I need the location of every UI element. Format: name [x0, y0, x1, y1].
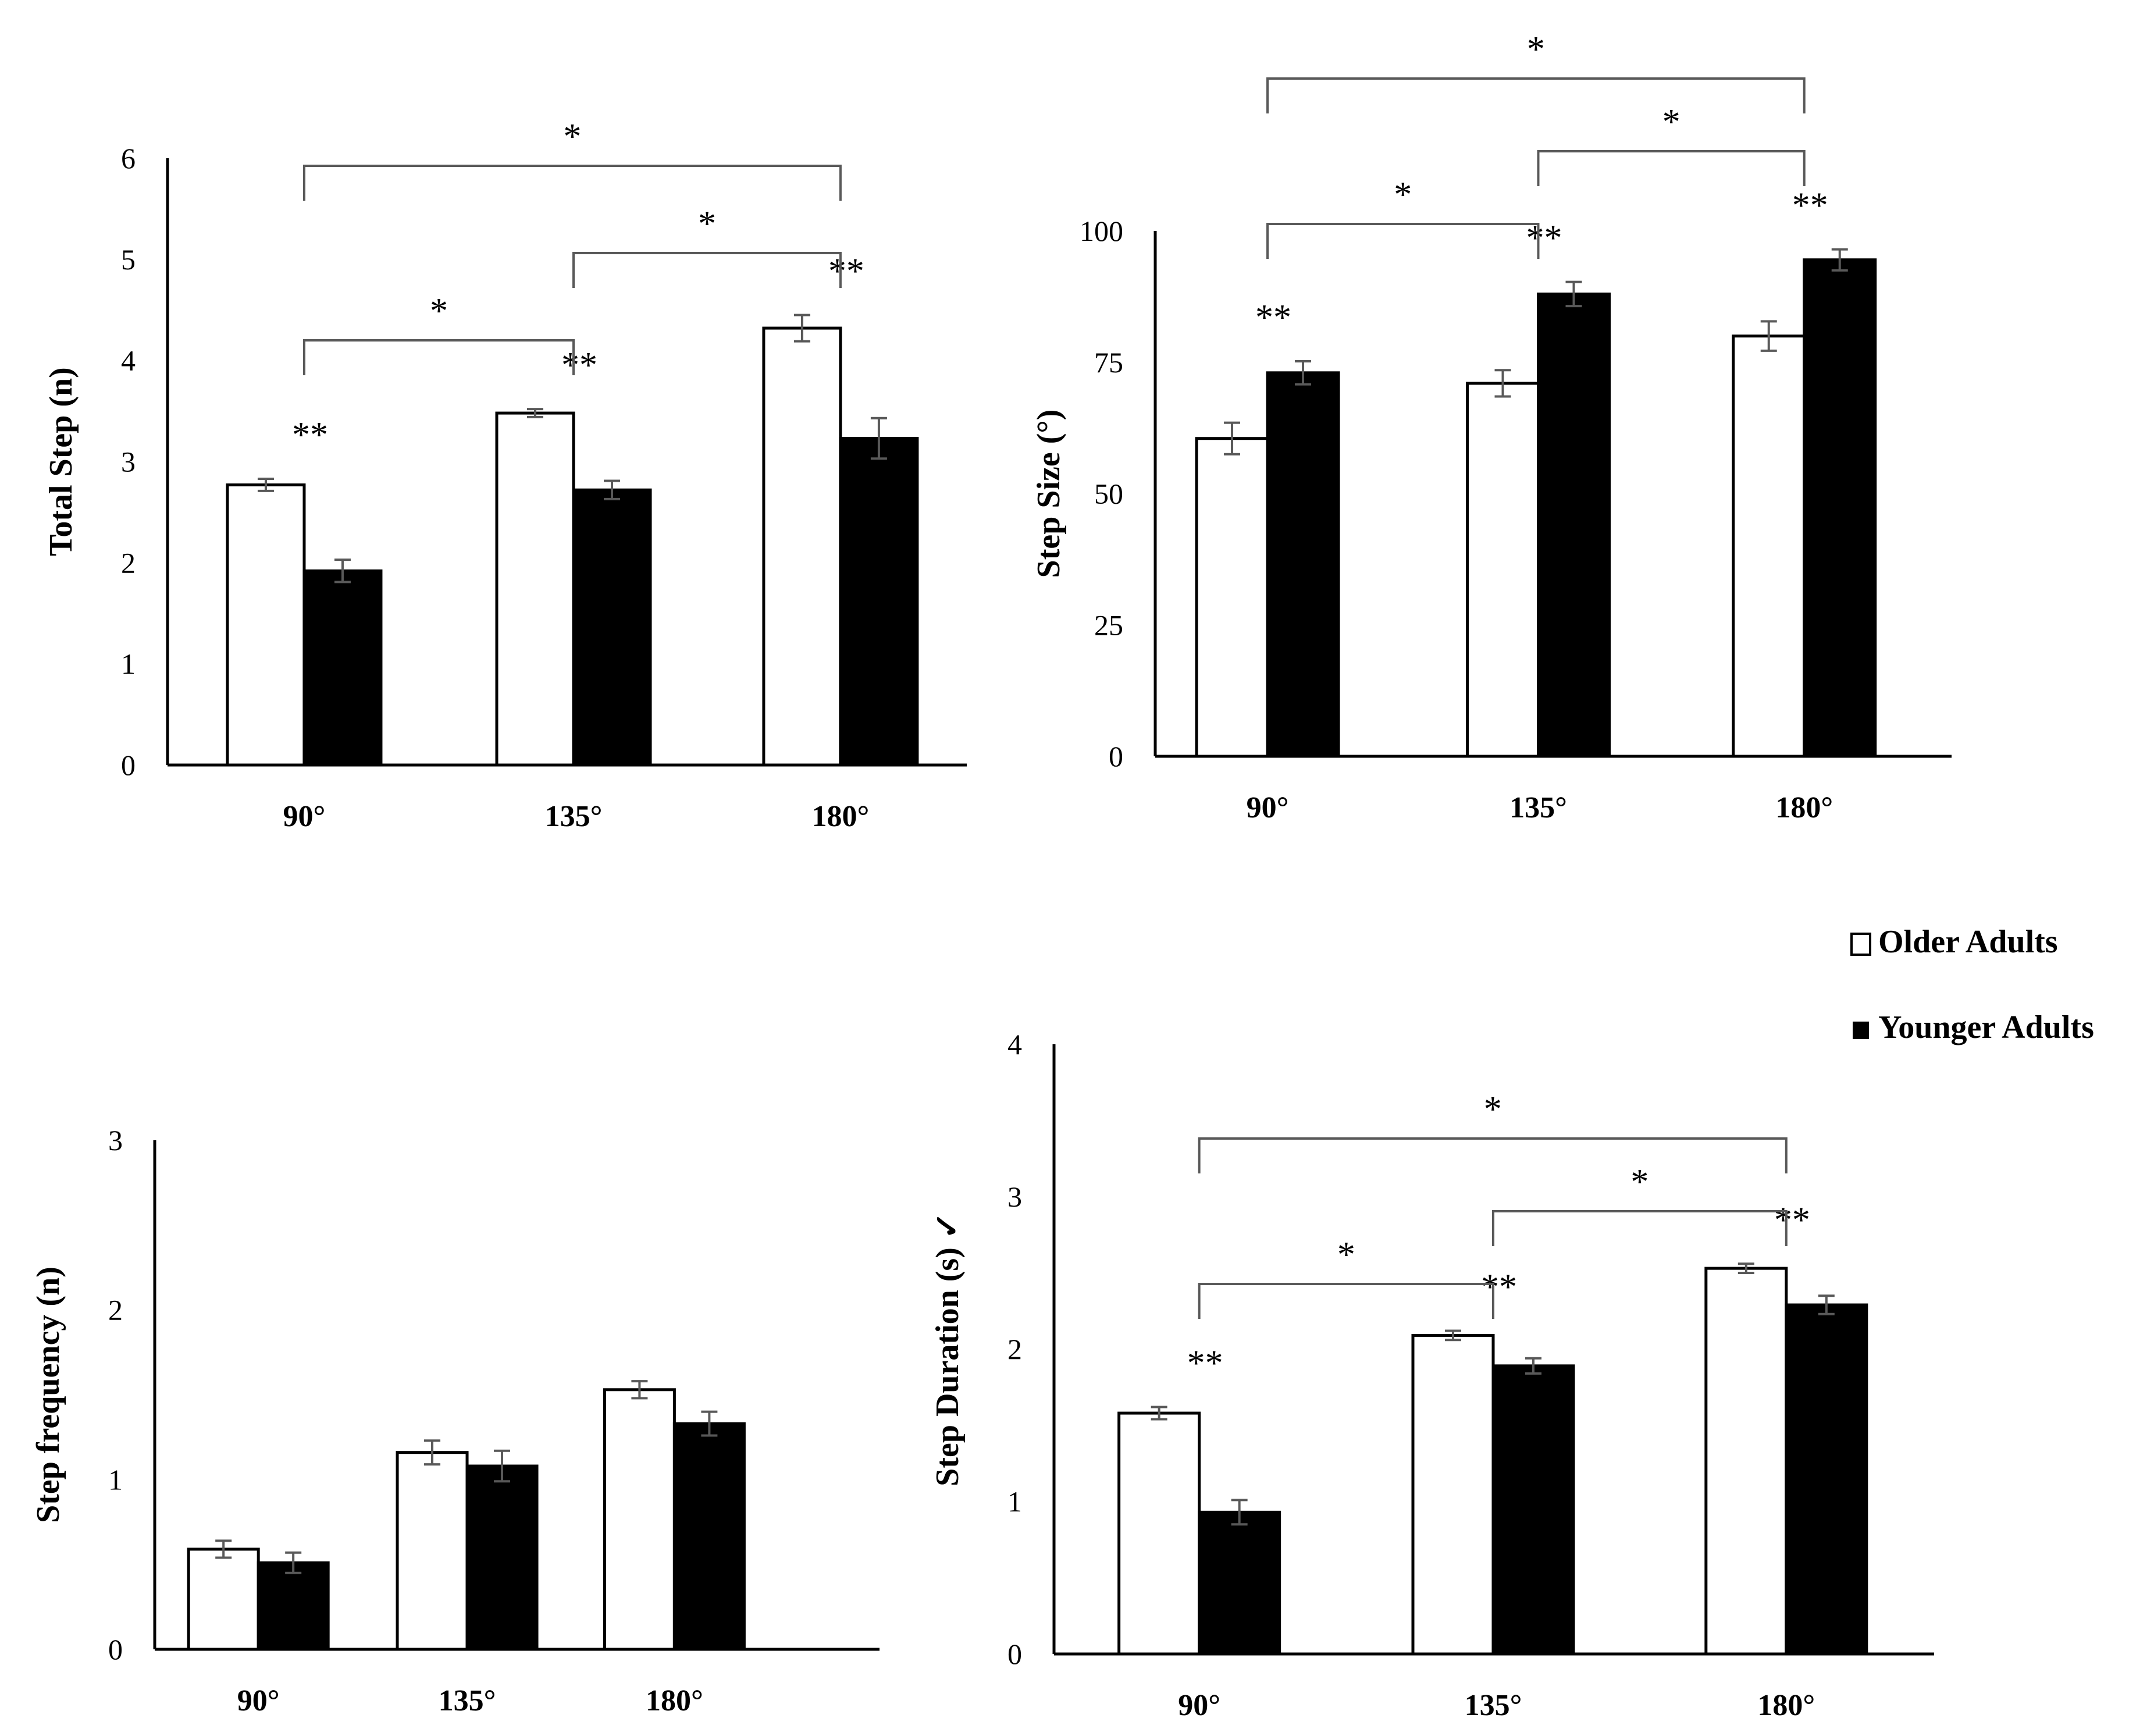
pair-sig-step-duration-1: **	[1481, 1268, 1517, 1307]
bracket-step-size-1	[1537, 150, 1806, 186]
bracket-step-size-2	[1266, 223, 1540, 259]
legend: Older Adults Younger Adults	[1850, 924, 2094, 1045]
bar-step-frequency-younger-2	[672, 1422, 746, 1651]
bar-step-duration-younger-2	[1785, 1303, 1868, 1656]
bracket-sig-total-step-1: *	[698, 204, 716, 244]
bracket-step-duration-2	[1198, 1283, 1494, 1319]
bracket-total-step-0	[302, 165, 842, 201]
pair-sig-total-step-1: **	[561, 346, 597, 385]
ylabel-step-duration: Step Duration (s) ✓	[930, 1212, 966, 1486]
category-label-step-frequency-1: 135°	[439, 1684, 496, 1717]
bar-step-size-older-1	[1465, 382, 1540, 758]
pair-sig-step-duration-2: **	[1774, 1200, 1810, 1240]
bracket-step-duration-0	[1198, 1137, 1788, 1173]
ylabel-step-frequency: Step frequency (n)	[30, 1267, 66, 1523]
bracket-sig-step-size-1: *	[1662, 102, 1681, 142]
bar-step-duration-older-1	[1411, 1333, 1495, 1656]
ytick-label-step-size-4: 100	[1080, 215, 1123, 247]
bar-total-step-younger-2	[839, 437, 919, 767]
ytick-label-step-size-0: 0	[1109, 740, 1123, 773]
category-label-step-size-1: 135°	[1509, 791, 1567, 824]
bracket-total-step-1	[572, 252, 842, 288]
ytick-label-step-size-1: 25	[1094, 609, 1123, 641]
ytick-label-total-step-0: 0	[121, 749, 136, 781]
ytick-label-step-frequency-0: 0	[108, 1633, 123, 1666]
bracket-sig-step-duration-1: *	[1630, 1162, 1649, 1202]
category-label-step-size-2: 180°	[1775, 791, 1833, 824]
ytick-label-step-duration-2: 2	[1007, 1333, 1022, 1365]
legend-younger-swatch	[1853, 1022, 1869, 1039]
ytick-label-total-step-1: 1	[121, 648, 136, 680]
bar-step-frequency-older-1	[396, 1451, 469, 1651]
bar-total-step-older-1	[495, 411, 575, 767]
bar-step-duration-younger-1	[1491, 1364, 1575, 1656]
ytick-label-step-frequency-3: 3	[108, 1124, 123, 1157]
pair-sig-total-step-2: **	[828, 251, 864, 291]
bar-total-step-older-2	[762, 326, 842, 767]
bar-step-size-older-2	[1732, 335, 1806, 758]
legend-younger-label: Younger Adults	[1878, 1009, 2094, 1045]
category-label-step-size-0: 90°	[1247, 791, 1289, 824]
bracket-sig-step-size-2: *	[1394, 175, 1412, 215]
bar-step-frequency-older-2	[603, 1388, 676, 1651]
pair-sig-step-size-0: **	[1255, 298, 1291, 337]
ytick-label-total-step-5: 5	[121, 243, 136, 276]
legend-older-label: Older Adults	[1878, 924, 2058, 960]
category-label-total-step-2: 180°	[812, 800, 870, 833]
bar-step-size-younger-1	[1536, 292, 1611, 758]
ytick-label-step-frequency-2: 2	[108, 1294, 123, 1326]
category-label-step-duration-0: 90°	[1178, 1689, 1220, 1722]
bar-step-frequency-younger-0	[257, 1561, 330, 1651]
ytick-label-total-step-4: 4	[121, 344, 136, 377]
bracket-total-step-2	[302, 339, 575, 375]
ylabel-total-step: Total Step (n)	[43, 367, 79, 556]
bar-step-frequency-younger-1	[465, 1464, 539, 1651]
category-label-step-frequency-2: 180°	[646, 1684, 703, 1717]
category-label-total-step-1: 135°	[545, 800, 603, 833]
bar-step-duration-older-0	[1117, 1411, 1201, 1656]
bracket-step-size-0	[1266, 77, 1806, 113]
ytick-label-step-duration-1: 1	[1007, 1485, 1022, 1518]
ytick-label-step-size-3: 75	[1094, 346, 1123, 379]
legend-older-swatch	[1850, 933, 1871, 956]
bracket-sig-step-duration-2: *	[1337, 1235, 1355, 1275]
ytick-label-step-duration-3: 3	[1007, 1180, 1022, 1213]
bar-step-frequency-older-0	[187, 1548, 260, 1651]
category-label-step-frequency-0: 90°	[237, 1684, 280, 1717]
category-label-total-step-0: 90°	[283, 800, 326, 833]
bar-total-step-older-0	[226, 483, 306, 767]
bar-step-duration-younger-0	[1198, 1510, 1281, 1656]
ytick-label-total-step-3: 3	[121, 446, 136, 478]
ytick-label-total-step-6: 6	[121, 142, 136, 175]
bar-step-duration-older-2	[1704, 1267, 1788, 1656]
ytick-label-step-size-2: 50	[1094, 478, 1123, 510]
bracket-sig-total-step-2: *	[430, 291, 448, 331]
bar-step-size-younger-2	[1803, 258, 1877, 758]
ytick-label-step-duration-4: 4	[1007, 1028, 1022, 1061]
bracket-sig-total-step-0: *	[563, 117, 581, 156]
bar-step-size-older-0	[1195, 437, 1269, 758]
ytick-label-total-step-2: 2	[121, 546, 136, 579]
category-label-step-duration-1: 135°	[1465, 1689, 1522, 1722]
pair-sig-step-duration-0: **	[1187, 1344, 1223, 1383]
bracket-sig-step-size-0: *	[1527, 30, 1545, 69]
bar-total-step-younger-1	[572, 488, 652, 767]
bar-step-size-younger-0	[1266, 371, 1340, 758]
ytick-label-step-frequency-1: 1	[108, 1463, 123, 1496]
ylabel-step-size: Step Size (°)	[1031, 410, 1067, 578]
chart-step-frequency: 0 1 2 3 Step frequency (n) 90° 135° 180°	[30, 1124, 880, 1717]
pair-sig-step-size-2: **	[1792, 186, 1828, 226]
pair-sig-total-step-0: **	[292, 415, 328, 455]
bracket-sig-step-duration-0: *	[1484, 1090, 1502, 1129]
bar-total-step-younger-0	[302, 569, 383, 767]
category-label-step-duration-2: 180°	[1757, 1689, 1815, 1722]
bracket-step-duration-1	[1491, 1210, 1788, 1246]
ytick-label-step-duration-0: 0	[1007, 1638, 1022, 1670]
